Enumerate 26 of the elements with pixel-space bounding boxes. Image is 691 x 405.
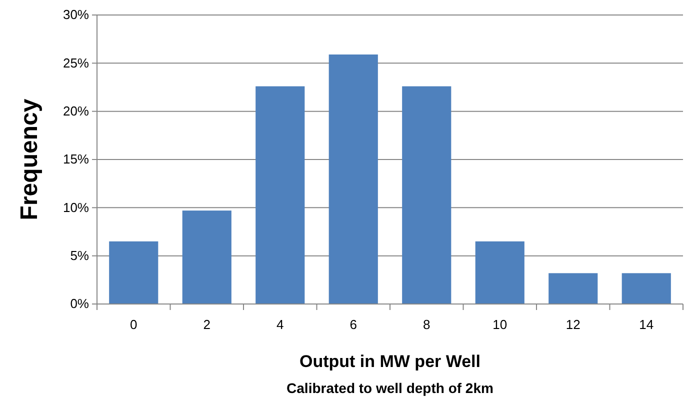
bar [256, 86, 305, 304]
bar [622, 273, 671, 304]
text: Calibrated to well depth of 2km [286, 380, 494, 396]
y-tick-label: 30% [62, 7, 90, 22]
x-tick-label: 6 [350, 317, 357, 332]
y-tick-label: 25% [62, 55, 90, 70]
y-tick-label: 20% [62, 103, 90, 118]
y-tick-label: 10% [62, 200, 90, 215]
y-axis-title: Frequency [16, 98, 43, 220]
x-tick-label: 4 [276, 317, 284, 332]
x-tick-label: 12 [566, 317, 580, 332]
x-tick-label: 0 [130, 317, 138, 332]
y-tick-label: 15% [62, 152, 90, 167]
bar [402, 86, 452, 304]
y-tick-label: 5% [70, 248, 90, 263]
bar [182, 210, 232, 304]
x-tick-label: 8 [423, 317, 430, 332]
bar [548, 273, 598, 304]
y-tick-label: 0% [70, 296, 90, 312]
bar [109, 241, 158, 304]
bar [328, 54, 378, 304]
x-tick-label: 2 [203, 317, 210, 332]
bar [475, 241, 524, 304]
x-tick-label: 10 [492, 317, 508, 332]
x-tick-label: 14 [639, 317, 654, 332]
x-axis-title: Output in MW per Well [300, 352, 480, 371]
